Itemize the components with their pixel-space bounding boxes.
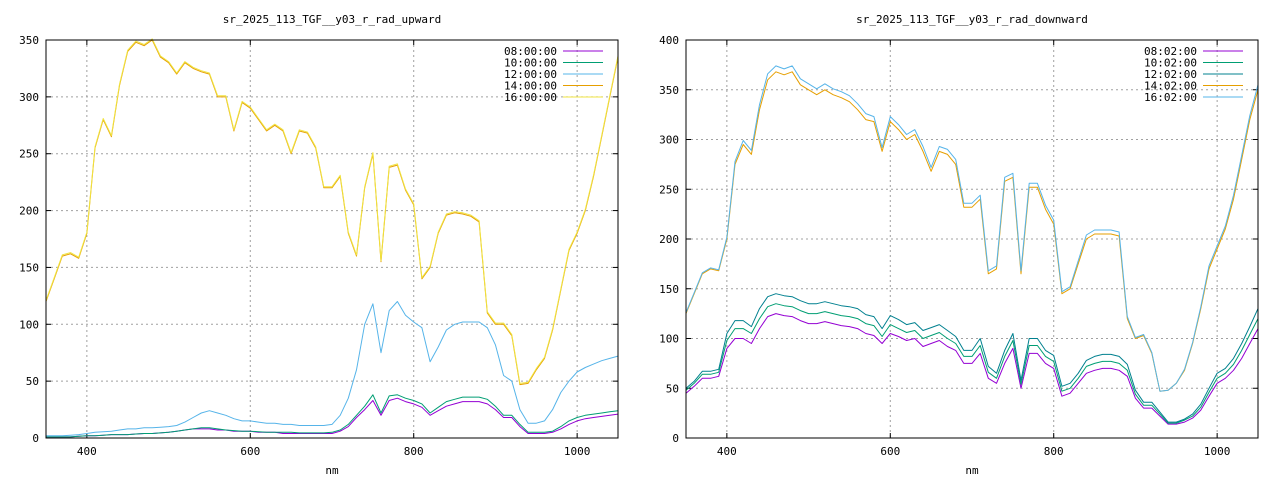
chart-panel-downward: sr_2025_113_TGF__y03_r_rad_downward 0 50 10… — [640, 0, 1280, 480]
x-tick-label: 400 — [77, 445, 97, 458]
series-line-160000 — [45, 38, 619, 384]
y-tick-label: 200 — [19, 205, 39, 218]
series-line-080000 — [46, 397, 619, 438]
x-axis-label: nm — [965, 464, 979, 477]
y-tick-label: 0 — [672, 432, 679, 445]
series-line-140000 — [45, 39, 619, 386]
legend-label: 10:02:00 — [1144, 57, 1197, 70]
y-tick-label: 350 — [659, 84, 679, 97]
y-tick-label: 350 — [19, 34, 39, 47]
legend-label: 12:02:00 — [1144, 68, 1197, 81]
chart-downward: sr_2025_113_TGF__y03_r_rad_downward 0 50 10… — [659, 13, 1259, 477]
y-tick-label: 100 — [19, 318, 39, 331]
y-tick-label: 300 — [659, 134, 679, 147]
chart-title: sr_2025_113_TGF__y03_r_rad_upward — [223, 13, 442, 26]
y-tick-label: 200 — [659, 233, 679, 246]
legend-label: 12:00:00 — [504, 68, 557, 81]
y-tick-label: 150 — [19, 261, 39, 274]
x-tick-label: 800 — [1044, 445, 1064, 458]
plot-frame — [45, 39, 619, 439]
y-tick-label: 250 — [19, 148, 39, 161]
series-line-100000 — [46, 394, 619, 438]
x-axis-label: nm — [325, 464, 339, 477]
legend-label: 10:00:00 — [504, 57, 557, 70]
x-tick-label: 400 — [717, 445, 737, 458]
series-line-140200 — [685, 71, 1259, 392]
plot-frame — [685, 39, 1259, 439]
x-tick-label: 1000 — [1204, 445, 1231, 458]
y-tick-label: 50 — [26, 375, 39, 388]
legend-label: 14:00:00 — [504, 80, 557, 93]
chart-upward: sr_2025_113_TGF__y03_r_rad_upward 0 50 100 1… — [19, 13, 619, 477]
y-tick-label: 100 — [659, 333, 679, 346]
y-tick-label: 0 — [32, 432, 39, 445]
series-line-160200 — [685, 65, 1259, 392]
y-tick-label: 300 — [19, 91, 39, 104]
x-tick-label: 600 — [240, 445, 260, 458]
chart-title: sr_2025_113_TGF__y03_r_rad_downward — [856, 13, 1088, 26]
series-line-120200 — [685, 293, 1259, 423]
legend-label: 16:02:00 — [1144, 91, 1197, 104]
y-tick-label: 400 — [659, 34, 679, 47]
legend-label: 08:02:00 — [1144, 45, 1197, 58]
x-tick-label: 800 — [404, 445, 424, 458]
x-tick-label: 1000 — [564, 445, 591, 458]
y-tick-label: 50 — [666, 382, 679, 395]
legend-label: 16:00:00 — [504, 91, 557, 104]
legend-label: 08:00:00 — [504, 45, 557, 58]
chart-panel-upward: sr_2025_113_TGF__y03_r_rad_upward 0 50 100 1… — [19, 13, 619, 477]
series-line-100200 — [685, 303, 1259, 424]
y-tick-label: 250 — [659, 183, 679, 196]
series-line-080200 — [685, 313, 1259, 425]
y-tick-label: 150 — [659, 283, 679, 296]
series-line-120000 — [46, 301, 619, 437]
legend-label: 14:02:00 — [1144, 80, 1197, 93]
x-tick-label: 600 — [880, 445, 900, 458]
